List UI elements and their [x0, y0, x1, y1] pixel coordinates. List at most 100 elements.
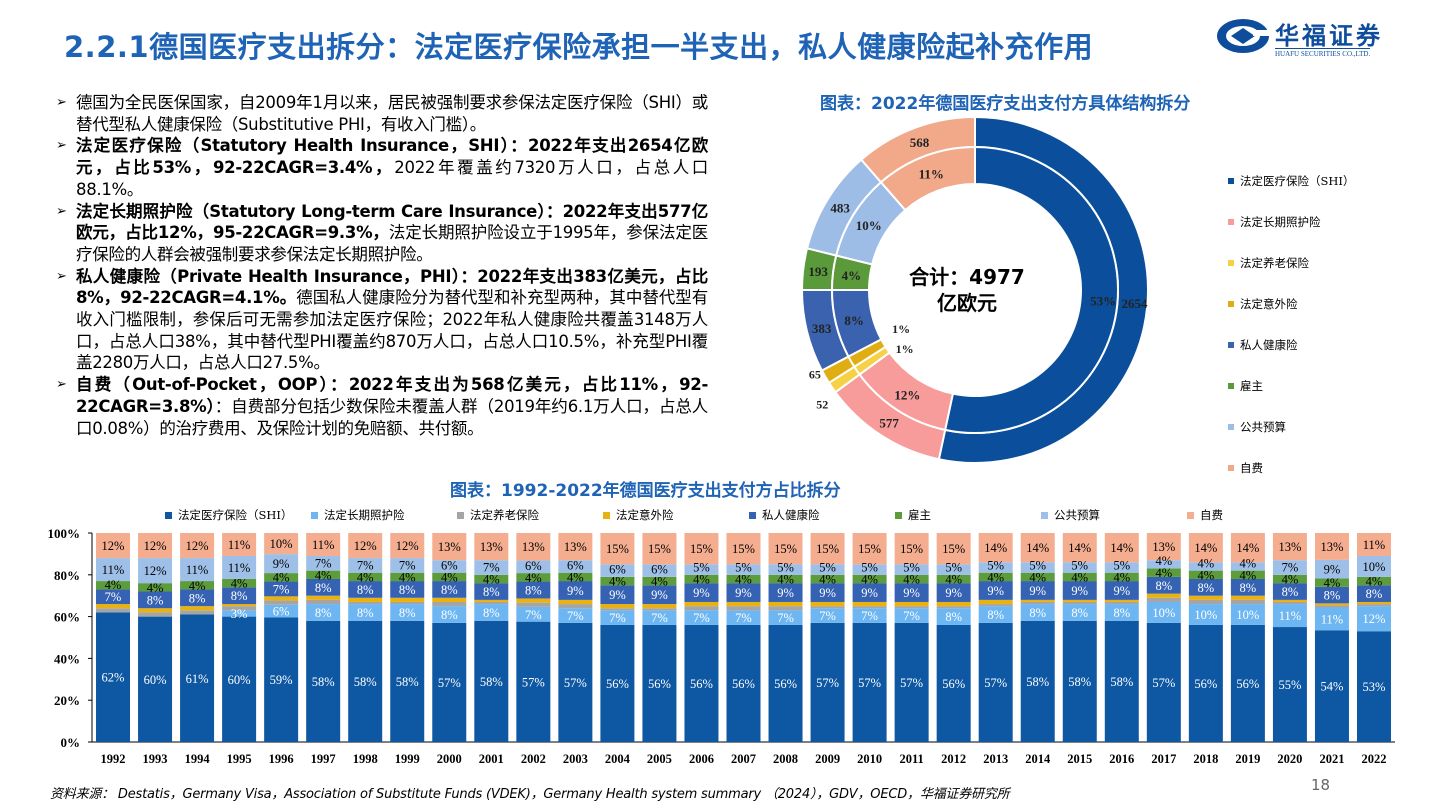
bar-segment-label: 15%: [942, 542, 965, 556]
bar-segment: [96, 581, 131, 590]
bar-segment: [1230, 533, 1265, 563]
bar-segment: [1062, 599, 1097, 602]
legend-item: 法定长期照护险: [1228, 201, 1354, 242]
bar-segment-label: 8%: [945, 610, 962, 624]
bar-segment: [1188, 578, 1223, 596]
bar-segment-label: 4%: [987, 570, 1004, 584]
bar-segment-label: 14%: [1110, 541, 1133, 555]
bar-segment-label: 5%: [1029, 558, 1046, 572]
bar-segment-label: 7%: [651, 611, 668, 625]
bar-segment-label: 5%: [861, 560, 878, 574]
bar-segment: [96, 608, 131, 613]
arrow-right-icon: ➢: [56, 268, 67, 284]
bar-segment-label: 7%: [567, 609, 584, 623]
bar-segment: [768, 624, 803, 742]
bar-segment-label: 9%: [735, 586, 752, 600]
bar-chart-title: 图表：1992-2022年德国医疗支出支付方占比拆分: [450, 481, 841, 501]
bar-segment: [1146, 560, 1181, 569]
bar-segment: [138, 583, 173, 592]
legend-item: 雇主: [895, 507, 1041, 523]
bar-segment: [516, 606, 551, 622]
bar-segment: [1062, 581, 1097, 600]
bar-segment: [936, 533, 971, 565]
bar-segment-label: 8%: [1240, 581, 1257, 595]
bar-segment: [768, 601, 803, 607]
bar-segment: [348, 597, 383, 602]
bar-segment: [978, 562, 1013, 573]
bar-segment-label: 58%: [480, 675, 503, 689]
bar-segment: [810, 608, 845, 623]
bar-segment-label: 4%: [147, 581, 164, 595]
bar-segment-label: 7%: [777, 611, 794, 625]
bar-segment-label: 9%: [945, 586, 962, 600]
bar-segment-label: 56%: [732, 677, 755, 691]
bar-segment-label: 12%: [354, 539, 377, 553]
x-tick-label: 2007: [731, 752, 756, 766]
bar-segment: [936, 608, 971, 625]
bar-segment: [516, 621, 551, 742]
bar-segment: [264, 604, 299, 618]
bar-segment-label: 7%: [399, 558, 416, 572]
bar-segment: [852, 608, 887, 623]
legend-swatch: [1228, 341, 1234, 348]
bar-segment: [1230, 562, 1265, 571]
bar-segment: [516, 602, 551, 607]
bar-segment: [306, 599, 341, 605]
bar-segment: [726, 606, 761, 611]
company-logo: 华福证券 HUAFU SECURITIES CO.,LTD.: [1215, 16, 1395, 60]
bar-segment: [1020, 533, 1055, 563]
bar-segment-label: 4%: [693, 572, 710, 586]
bar-segment-label: 8%: [399, 583, 416, 597]
bar-segment-label: 13%: [1278, 540, 1301, 554]
bar-segment: [180, 606, 215, 611]
bar-segment: [1230, 599, 1265, 605]
legend-item: 法定养老保险: [457, 507, 603, 523]
bar-segment-label: 7%: [735, 611, 752, 625]
bar-segment: [810, 606, 845, 609]
bar-segment-label: 57%: [816, 676, 839, 690]
bar-segment: [222, 610, 257, 617]
bar-segment-label: 10%: [1363, 560, 1386, 574]
bar-segment: [516, 533, 551, 561]
bar-segment: [1146, 593, 1181, 598]
bar-segment: [936, 574, 971, 584]
bar-segment: [852, 564, 887, 575]
bar-segment: [516, 598, 551, 603]
bar-segment-label: 9%: [777, 586, 794, 600]
legend-swatch: [749, 511, 756, 519]
x-tick-label: 2011: [899, 752, 923, 766]
bar-segment-label: 12%: [1363, 612, 1386, 626]
bar-segment-label: 56%: [1236, 677, 1259, 691]
bar-segment: [642, 585, 677, 605]
legend-label: 雇主: [908, 508, 931, 522]
bar-segment: [138, 558, 173, 584]
bar-segment-label: 8%: [399, 606, 416, 620]
bar-segment: [432, 606, 467, 623]
bar-segment: [1062, 572, 1097, 582]
bar-segment: [516, 560, 551, 574]
bar-segment: [1356, 576, 1391, 586]
bar-segment-label: 57%: [564, 676, 587, 690]
bar-segment-label: 15%: [690, 542, 713, 556]
bar-segment: [600, 624, 635, 742]
bar-segment: [936, 606, 971, 609]
legend-item: 自费: [1228, 447, 1354, 488]
bar-segment: [810, 601, 845, 607]
bar-segment-label: 11%: [1363, 538, 1385, 552]
bar-segment-label: 59%: [270, 673, 293, 687]
bar-segment-label: 4%: [399, 570, 416, 584]
bar-segment: [684, 533, 719, 565]
x-tick-label: 2000: [437, 752, 462, 766]
bar-segment: [642, 533, 677, 565]
bar-segment: [1104, 599, 1139, 602]
bar-segment-label: 56%: [1194, 677, 1217, 691]
bar-segment: [390, 558, 425, 573]
bar-segment: [516, 581, 551, 599]
bar-segment: [432, 572, 467, 582]
logo-text-cn: 华福证券: [1275, 21, 1383, 50]
bar-segment-label: 8%: [483, 606, 500, 620]
bar-segment-label: 8%: [357, 606, 374, 620]
bar-segment-label: 4%: [1071, 570, 1088, 584]
bullet-list: ➢ 德国为全民医保国家，自2009年1月以来，居民被强制要求参保法定医疗保险（SH…: [56, 92, 708, 439]
bar-segment: [264, 600, 299, 605]
